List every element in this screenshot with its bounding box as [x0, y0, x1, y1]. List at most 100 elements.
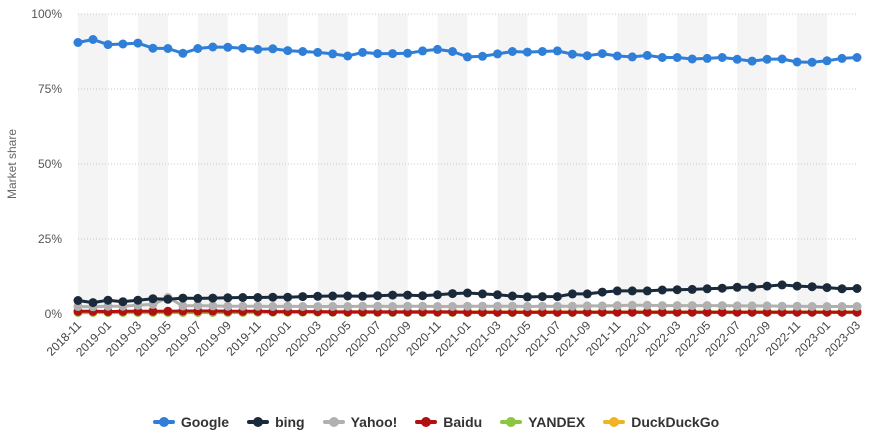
data-point	[373, 291, 383, 301]
data-point	[388, 49, 398, 59]
data-point	[597, 301, 607, 311]
data-point	[268, 292, 278, 302]
data-point	[627, 52, 637, 62]
data-point	[732, 307, 742, 317]
data-point	[148, 294, 158, 304]
data-point	[253, 293, 263, 302]
data-point	[433, 302, 442, 311]
plot-band	[377, 14, 408, 314]
data-point	[522, 47, 532, 57]
legend-label: Google	[180, 414, 230, 430]
data-point	[657, 301, 667, 311]
data-point	[268, 44, 278, 54]
data-point	[657, 285, 667, 295]
data-point	[732, 54, 742, 64]
data-point	[223, 293, 233, 303]
data-point	[208, 293, 218, 303]
plot-band	[317, 14, 348, 314]
data-point	[837, 53, 847, 63]
data-point	[163, 294, 173, 304]
data-point	[103, 295, 113, 305]
plot-band	[437, 14, 468, 314]
data-point	[762, 307, 772, 317]
legend-swatch-icon	[322, 417, 345, 427]
data-point	[478, 51, 487, 61]
chart-legend: Google bing Yahoo! Baidu YANDEX DuckDuckGo	[0, 414, 872, 430]
legend-label: bing	[275, 414, 305, 430]
legend-swatch-icon	[415, 417, 438, 427]
data-point	[837, 302, 847, 311]
data-point	[313, 302, 323, 311]
data-point	[253, 44, 263, 54]
plot-band	[257, 14, 288, 314]
data-point	[642, 300, 652, 310]
data-point	[702, 284, 712, 294]
data-point	[687, 301, 697, 311]
data-point	[478, 301, 487, 311]
data-point	[792, 281, 802, 291]
data-point	[702, 307, 712, 317]
data-point	[178, 48, 188, 58]
data-point	[283, 46, 293, 56]
series-google	[73, 35, 862, 67]
data-point	[193, 301, 203, 311]
data-point	[163, 44, 173, 53]
data-point	[118, 39, 128, 49]
data-point	[852, 53, 862, 62]
data-point	[373, 49, 383, 59]
data-point	[792, 301, 802, 311]
data-point	[493, 301, 502, 311]
data-point	[642, 286, 652, 296]
data-point	[822, 302, 832, 311]
data-point	[328, 49, 338, 59]
data-point	[343, 291, 353, 301]
legend-item-google[interactable]: Google	[152, 414, 230, 430]
data-point	[493, 290, 502, 300]
data-point	[582, 289, 592, 299]
data-point	[777, 280, 787, 290]
data-point	[463, 288, 472, 298]
data-point	[328, 291, 338, 301]
data-point	[358, 291, 368, 301]
data-point	[313, 47, 323, 57]
data-point	[672, 307, 682, 317]
data-point	[433, 290, 442, 300]
data-point	[522, 292, 532, 302]
data-point	[657, 53, 667, 62]
data-point	[807, 282, 817, 292]
data-point	[657, 307, 667, 317]
data-point	[717, 301, 727, 311]
data-point	[358, 47, 368, 57]
data-point	[612, 286, 622, 296]
legend-item-yandex[interactable]: YANDEX	[500, 414, 585, 430]
data-point	[672, 285, 682, 295]
plot-band	[137, 14, 168, 314]
data-point	[762, 301, 772, 311]
legend-item-bing[interactable]: bing	[247, 414, 305, 430]
legend-swatch-icon	[247, 417, 270, 427]
line-chart: 0%25%50%75%100%Market share2018-112019-0…	[5, 7, 863, 359]
data-point	[223, 42, 233, 52]
data-point	[567, 301, 577, 311]
data-point	[328, 302, 338, 311]
legend-swatch-icon	[500, 417, 523, 427]
data-point	[163, 306, 173, 316]
legend-item-baidu[interactable]: Baidu	[415, 414, 482, 430]
data-point	[493, 49, 502, 59]
legend-item-duckduckgo[interactable]: DuckDuckGo	[603, 414, 719, 430]
plot-band	[197, 14, 228, 314]
data-point	[73, 38, 83, 47]
data-point	[403, 301, 413, 311]
data-point	[627, 307, 637, 317]
data-point	[777, 301, 787, 311]
data-point	[567, 289, 577, 299]
data-point	[732, 301, 742, 311]
data-point	[238, 301, 248, 311]
data-point	[537, 301, 547, 311]
data-point	[193, 44, 203, 53]
data-point	[837, 284, 847, 294]
legend-item-yahoo-[interactable]: Yahoo!	[322, 414, 397, 430]
data-point	[507, 47, 517, 56]
data-point	[403, 48, 413, 58]
plot-band	[78, 14, 108, 314]
